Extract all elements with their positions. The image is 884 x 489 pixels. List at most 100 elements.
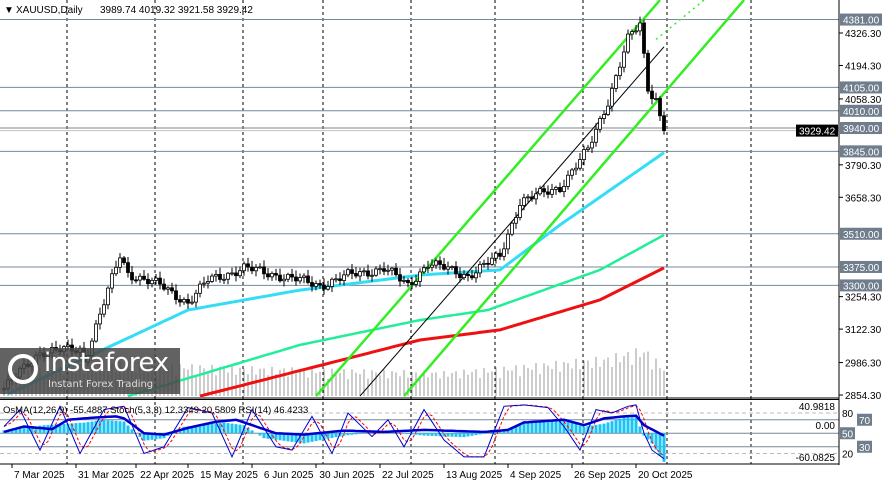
- candle-body: [358, 271, 362, 277]
- osma-bar: [522, 422, 526, 433]
- osma-bar: [302, 433, 306, 444]
- candle-body: [622, 51, 626, 68]
- osma-bar: [114, 420, 118, 433]
- candle-body: [446, 266, 450, 270]
- candle-body: [250, 266, 254, 272]
- candle-body: [518, 205, 522, 218]
- candle-body: [138, 275, 142, 281]
- candle-body: [378, 268, 382, 271]
- osma-bar: [202, 424, 206, 433]
- candle-body: [582, 149, 586, 160]
- header-arrow-icon[interactable]: ▼: [4, 5, 14, 16]
- osma-bar: [270, 433, 274, 440]
- osma-bar: [94, 421, 98, 433]
- date-label: 6 Jun 2025: [264, 470, 314, 481]
- osma-bar: [526, 422, 530, 433]
- candle-body: [562, 186, 566, 193]
- osma-bar: [614, 419, 618, 433]
- osma-bar: [78, 422, 82, 433]
- osma-bar: [490, 432, 494, 433]
- candle-body: [626, 33, 630, 53]
- date-label: 20 Oct 2025: [638, 470, 693, 481]
- candle-body: [438, 260, 442, 265]
- osma-bar: [330, 433, 334, 438]
- candle-body: [374, 268, 378, 276]
- osma-bar: [186, 426, 190, 433]
- candle-body: [114, 266, 118, 275]
- candle-body: [282, 278, 286, 282]
- osma-bar: [510, 427, 514, 433]
- osma-bar: [518, 424, 522, 433]
- indicator-label: OsMA(12,26,9) -55.4887 Stoch(5,3,3) 12.3…: [3, 405, 308, 416]
- osma-bar: [542, 421, 546, 433]
- candle-body: [142, 275, 146, 280]
- ma-slow-line: [199, 266, 665, 397]
- candle-body: [346, 269, 350, 276]
- candle-body: [470, 275, 474, 279]
- candle-body: [230, 272, 234, 275]
- osc-top-border: [0, 399, 839, 400]
- logo-tagline: Instant Forex Trading: [48, 379, 154, 390]
- candle-body: [362, 270, 366, 273]
- price-tick-label: 2854.30: [845, 391, 882, 402]
- ohlc-values: 3989.74 4019.32 3921.58 3929.42: [100, 5, 253, 16]
- osma-bar: [290, 433, 294, 442]
- candle-body: [606, 105, 610, 115]
- level-label: 4105.00: [843, 83, 880, 94]
- candle-body: [382, 268, 386, 272]
- osma-bar: [590, 425, 594, 433]
- date-label: 22 Jul 2025: [382, 470, 434, 481]
- osma-bar: [74, 423, 78, 433]
- level-label: 3940.00: [843, 124, 880, 135]
- candle-body: [302, 275, 306, 278]
- candle-body: [630, 31, 634, 35]
- price-tick-label: 3254.30: [845, 293, 882, 304]
- osma-bar: [434, 433, 438, 437]
- current-price-label: 3929.42: [799, 127, 836, 138]
- osma-bar: [234, 424, 238, 433]
- candle-body: [478, 263, 482, 274]
- candle-body: [330, 278, 334, 287]
- osma-bar: [158, 433, 162, 439]
- osma-bar: [478, 433, 482, 435]
- osma-bar: [130, 429, 134, 433]
- candle-body: [402, 279, 406, 282]
- candle-body: [190, 301, 194, 304]
- candle-body: [534, 193, 538, 200]
- candle-body: [166, 287, 170, 290]
- oscillator-panel: [0, 404, 839, 462]
- osma-bar: [90, 421, 94, 433]
- osma-bar: [22, 427, 26, 433]
- osma-bar: [618, 418, 622, 433]
- osma-bar: [278, 433, 282, 441]
- osma-bar: [118, 421, 122, 433]
- current-price-box: [796, 124, 838, 137]
- osma-bar: [466, 433, 470, 437]
- candle-body: [318, 283, 322, 286]
- candle-body: [550, 189, 554, 195]
- candle-body: [182, 299, 186, 303]
- osma-bar: [198, 425, 202, 433]
- candle-body: [178, 299, 182, 303]
- candle-body: [418, 271, 422, 282]
- osma-bar: [26, 427, 30, 433]
- candle-body: [558, 187, 562, 193]
- level-label-box: [840, 279, 882, 292]
- level-label-box: [840, 227, 882, 240]
- candle-body: [570, 169, 574, 176]
- osma-bar: [606, 422, 610, 433]
- osma-bar: [574, 424, 578, 433]
- osma-bar: [610, 421, 614, 433]
- osma-bar: [462, 433, 466, 438]
- candle-body: [642, 22, 646, 54]
- osc-level-label: 50: [842, 429, 854, 440]
- osma-bar: [310, 433, 314, 442]
- osc-level-label: 70: [859, 416, 871, 427]
- candle-body: [238, 270, 242, 277]
- osma-bar: [126, 425, 130, 433]
- candle-body: [314, 283, 318, 287]
- osma-bar: [342, 433, 346, 436]
- osma-bar: [150, 433, 154, 440]
- osma-bar: [422, 433, 426, 436]
